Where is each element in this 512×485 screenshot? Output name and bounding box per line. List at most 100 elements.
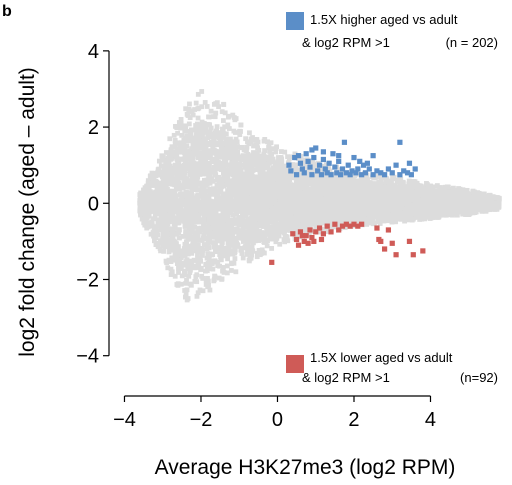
background-point <box>223 131 229 137</box>
background-point <box>273 149 279 155</box>
background-point <box>177 183 183 189</box>
background-point <box>185 113 191 118</box>
background-point <box>259 247 265 253</box>
background-point <box>156 158 162 164</box>
background-point <box>215 263 221 269</box>
background-point <box>236 161 243 167</box>
background-point <box>205 265 211 271</box>
background-point <box>203 171 209 177</box>
background-point <box>167 136 173 142</box>
background-point <box>160 224 166 229</box>
background-point <box>449 208 455 214</box>
background-point <box>228 146 234 152</box>
background-point <box>204 104 210 109</box>
background-point <box>144 206 150 211</box>
background-point <box>327 168 333 174</box>
background-point <box>209 158 215 164</box>
background-point <box>453 197 459 202</box>
background-point <box>339 219 344 225</box>
background-point <box>166 151 172 157</box>
background-point <box>269 246 275 251</box>
background-point <box>155 169 161 175</box>
background-point <box>169 269 175 275</box>
background-point <box>203 268 208 274</box>
background-point <box>143 193 148 198</box>
background-point <box>198 150 204 156</box>
background-point <box>157 182 163 188</box>
background-point <box>156 172 162 178</box>
background-point <box>231 139 238 145</box>
background-point <box>247 130 252 136</box>
background-point <box>190 163 196 169</box>
background-point <box>261 240 267 245</box>
background-point <box>233 130 238 135</box>
background-point <box>191 160 197 166</box>
background-point <box>480 205 486 211</box>
background-point <box>192 230 198 235</box>
background-point <box>257 252 263 258</box>
background-point <box>321 169 327 175</box>
background-point <box>221 183 227 189</box>
background-point <box>236 214 242 221</box>
background-point <box>478 195 483 201</box>
background-point <box>243 136 249 142</box>
background-point <box>168 266 174 272</box>
background-point <box>342 225 348 231</box>
background-point <box>152 238 157 244</box>
background-point <box>199 89 205 94</box>
background-point <box>222 110 228 116</box>
background-point <box>454 206 459 212</box>
background-point <box>255 139 261 145</box>
background-point <box>150 183 156 188</box>
background-point <box>460 189 465 195</box>
background-point <box>488 201 494 207</box>
background-point <box>174 231 179 237</box>
background-point <box>184 257 190 263</box>
background-point <box>185 128 191 134</box>
background-point <box>145 183 151 188</box>
background-point <box>273 239 279 245</box>
background-point <box>183 291 189 297</box>
background-point <box>154 232 160 238</box>
background-point <box>306 232 312 237</box>
background-point <box>314 163 320 168</box>
background-point <box>186 107 192 113</box>
background-point <box>250 135 255 140</box>
background-point <box>187 101 192 107</box>
background-point <box>366 220 372 226</box>
background-point <box>238 122 244 128</box>
background-point <box>257 172 263 178</box>
background-point <box>212 114 218 120</box>
background-point <box>465 212 470 217</box>
background-point <box>428 184 434 190</box>
background-point <box>211 137 217 143</box>
background-point <box>248 139 254 145</box>
background-point <box>460 211 466 217</box>
background-point <box>282 149 288 155</box>
background-point <box>216 104 221 110</box>
background-point <box>214 183 220 189</box>
background-point <box>294 228 299 233</box>
background-point <box>181 169 188 176</box>
background-point <box>233 136 239 142</box>
background-point <box>212 273 217 279</box>
background-point <box>388 216 394 222</box>
background-point <box>219 276 225 282</box>
background-point <box>180 144 186 149</box>
background-point <box>159 202 165 208</box>
background-point <box>228 268 234 273</box>
background-point <box>161 248 167 254</box>
background-point <box>160 208 167 215</box>
background-point <box>199 104 205 110</box>
background-point <box>268 151 274 157</box>
background-point <box>221 265 226 270</box>
background-point <box>188 197 194 202</box>
background-point <box>257 248 263 254</box>
background-point <box>239 251 245 256</box>
background-point <box>144 223 150 229</box>
background-point <box>487 192 492 198</box>
background-point <box>212 244 218 249</box>
background-point <box>286 156 292 162</box>
background-point <box>179 132 185 138</box>
